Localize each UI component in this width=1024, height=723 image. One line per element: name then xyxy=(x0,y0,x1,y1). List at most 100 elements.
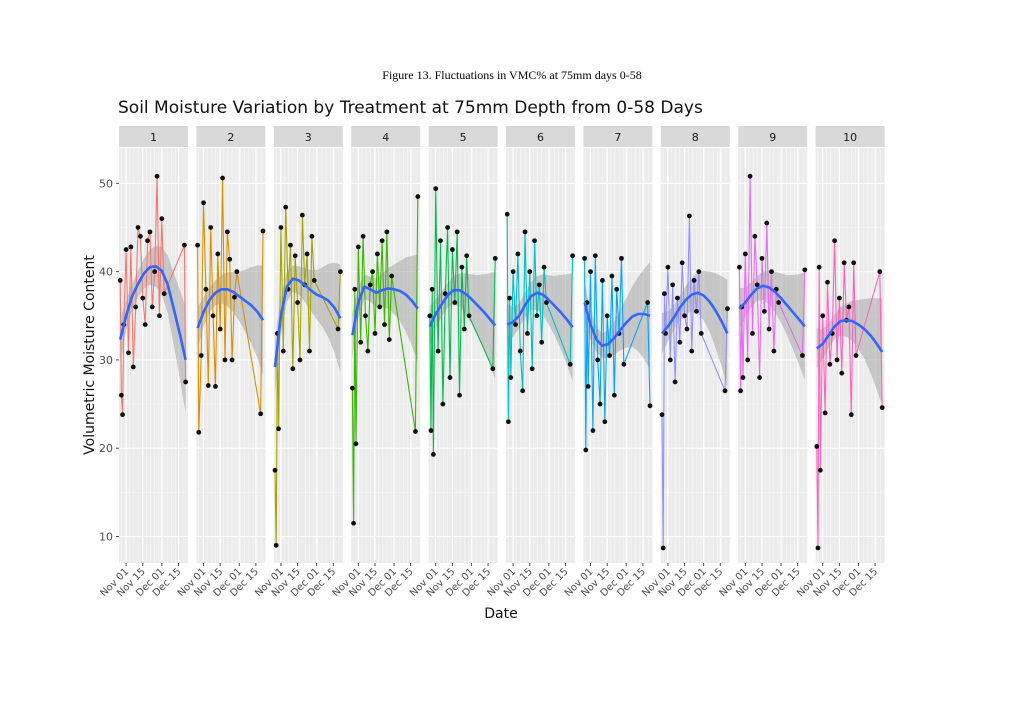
data-point xyxy=(585,384,591,389)
data-point xyxy=(145,238,150,244)
facet-strip-label: 10 xyxy=(843,131,857,144)
data-point xyxy=(130,364,136,370)
data-point xyxy=(597,401,603,407)
data-point xyxy=(841,260,847,266)
data-point xyxy=(152,269,158,275)
data-point xyxy=(288,242,293,248)
data-point xyxy=(504,211,510,217)
data-point xyxy=(684,326,690,332)
confidence-ribbon xyxy=(275,262,341,394)
data-point xyxy=(672,379,678,385)
data-point xyxy=(447,375,453,380)
data-point xyxy=(338,269,343,275)
data-point xyxy=(386,337,392,343)
data-point xyxy=(694,308,699,314)
y-tick-label: 10 xyxy=(99,531,113,544)
facet-strip-label: 2 xyxy=(227,131,234,144)
panel-background xyxy=(583,148,653,563)
data-point xyxy=(534,313,540,319)
data-point xyxy=(355,244,361,250)
data-point xyxy=(800,353,805,358)
data-point xyxy=(747,173,753,179)
figure-caption: Figure 13. Fluctuations in VMC% at 75mm … xyxy=(382,68,642,82)
data-point xyxy=(311,278,317,283)
data-point xyxy=(292,253,298,259)
data-point xyxy=(527,269,533,275)
smooth-trend-line xyxy=(816,318,884,353)
data-point xyxy=(771,348,777,354)
data-point xyxy=(120,412,125,418)
data-point xyxy=(222,357,228,363)
data-point xyxy=(682,313,687,319)
facet-strip-label: 3 xyxy=(305,131,312,144)
data-point xyxy=(445,225,451,230)
data-point xyxy=(600,278,605,283)
smooth-trend-line xyxy=(428,288,497,327)
data-point xyxy=(611,392,617,398)
data-point xyxy=(769,269,774,275)
data-point xyxy=(461,326,467,332)
data-point xyxy=(822,410,828,416)
data-point xyxy=(452,300,458,305)
data-point xyxy=(665,264,671,270)
data-point xyxy=(738,388,743,394)
data-point xyxy=(309,233,315,239)
data-point xyxy=(647,403,653,409)
data-point xyxy=(217,326,223,332)
data-point xyxy=(278,225,284,230)
data-point xyxy=(515,251,521,257)
x-axis-title: Date xyxy=(484,606,518,622)
facet-strip xyxy=(196,126,266,147)
data-point xyxy=(427,313,433,319)
chart-title: Soil Moisture Variation by Treatment at … xyxy=(118,98,703,118)
data-point xyxy=(750,331,755,336)
data-point xyxy=(182,242,187,248)
data-point xyxy=(449,247,455,252)
data-point xyxy=(544,300,549,305)
data-point xyxy=(363,313,368,319)
data-point xyxy=(351,520,356,526)
data-point xyxy=(183,379,189,385)
data-point xyxy=(814,444,820,449)
data-point xyxy=(848,412,854,418)
data-point xyxy=(415,194,421,199)
data-point xyxy=(195,242,200,248)
data-point xyxy=(149,304,155,310)
data-point xyxy=(752,233,758,239)
data-point xyxy=(839,370,845,376)
confidence-ribbon xyxy=(816,298,883,406)
smooth-trend-line xyxy=(351,285,419,336)
data-point xyxy=(567,361,573,367)
data-point xyxy=(208,225,214,230)
data-point xyxy=(349,385,355,391)
data-point xyxy=(583,447,589,453)
panel-background xyxy=(196,148,266,563)
data-point xyxy=(433,186,439,192)
data-point xyxy=(213,384,218,389)
data-point xyxy=(836,295,842,301)
facet-strip-label: 9 xyxy=(769,131,776,144)
data-point xyxy=(140,295,146,301)
data-point xyxy=(754,282,760,288)
data-point xyxy=(299,212,305,218)
data-point xyxy=(877,269,883,275)
data-point xyxy=(602,419,608,425)
data-point xyxy=(335,326,341,332)
data-point xyxy=(588,269,593,275)
data-point xyxy=(466,313,472,319)
data-point xyxy=(372,331,378,336)
data-point xyxy=(205,383,211,388)
data-point xyxy=(280,348,286,354)
facet-strip-label: 8 xyxy=(692,131,699,144)
data-point xyxy=(661,291,667,297)
data-point xyxy=(360,233,366,239)
data-point xyxy=(517,348,523,354)
y-tick-label: 40 xyxy=(99,266,113,279)
